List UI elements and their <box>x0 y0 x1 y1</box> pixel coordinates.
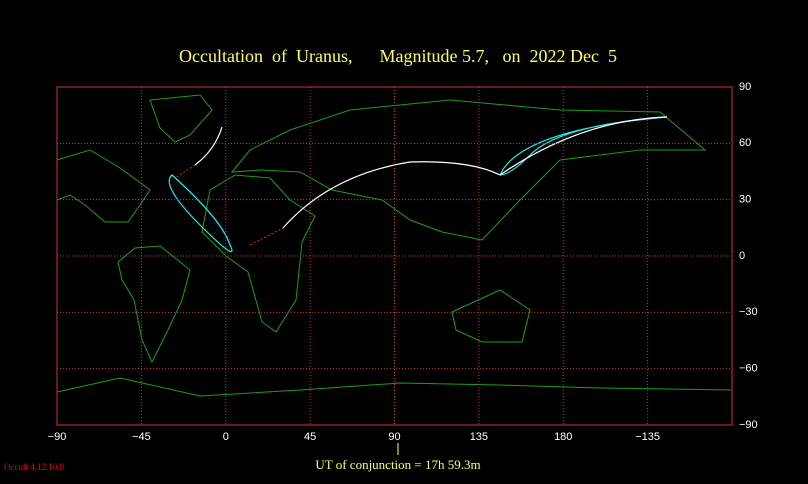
paths <box>168 116 668 253</box>
central-line-east <box>499 116 668 176</box>
south-america <box>117 245 191 364</box>
y-tick-label: −90 <box>739 419 758 431</box>
y-tick-label: 30 <box>739 194 751 206</box>
x-tick-label: −45 <box>132 431 151 443</box>
central-line <box>282 161 501 229</box>
x-tick-label: 45 <box>304 431 316 443</box>
y-tick-label: 90 <box>739 81 751 93</box>
australia <box>451 289 531 343</box>
y-tick-label: −30 <box>739 306 758 318</box>
north-america <box>56 149 151 223</box>
limit-loop-east <box>499 116 668 176</box>
limit-loop-west <box>168 174 233 253</box>
y-tick-label: −60 <box>739 363 758 375</box>
x-tick-label: 180 <box>554 431 572 443</box>
x-tick-label: −90 <box>48 431 67 443</box>
antarctica <box>56 377 733 397</box>
x-tick-label: 135 <box>470 431 488 443</box>
title: Occultation of Uranus, Magnitude 5.7, on… <box>179 46 617 66</box>
map-frame <box>56 86 733 426</box>
x-tick-label: 0 <box>223 431 229 443</box>
conjunction-label: UT of conjunction = 17h 59.3m <box>315 457 480 472</box>
y-tick-label: 0 <box>739 250 745 262</box>
x-tick-label: 90 <box>388 431 400 443</box>
coastlines <box>56 94 733 397</box>
eurasia <box>230 99 707 241</box>
y-tick-label: 60 <box>739 137 751 149</box>
greenland <box>149 94 213 143</box>
version: Occult 4.12.10.0 <box>4 462 64 472</box>
central-line-north <box>194 126 223 166</box>
x-tick-label: −135 <box>635 431 660 443</box>
